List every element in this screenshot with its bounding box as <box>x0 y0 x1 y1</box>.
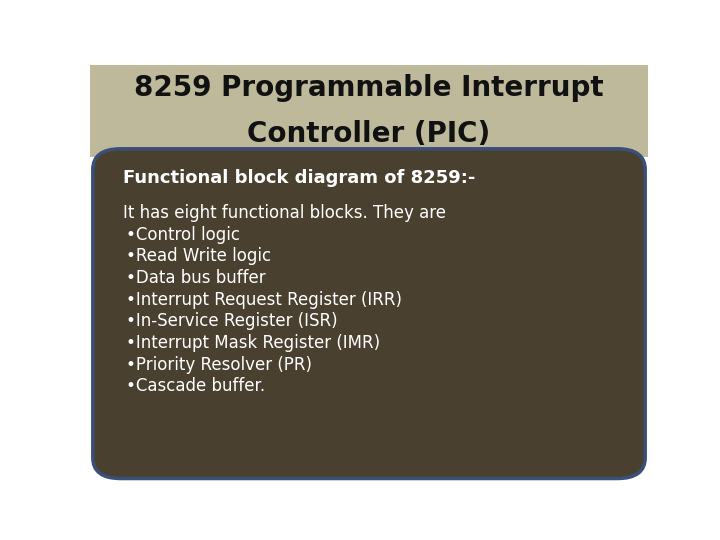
FancyBboxPatch shape <box>90 65 648 157</box>
Text: •Control logic: •Control logic <box>126 226 240 244</box>
Text: •Priority Resolver (PR): •Priority Resolver (PR) <box>126 356 312 374</box>
FancyBboxPatch shape <box>93 149 645 478</box>
Text: •Interrupt Mask Register (IMR): •Interrupt Mask Register (IMR) <box>126 334 380 352</box>
Text: Controller (PIC): Controller (PIC) <box>248 120 490 148</box>
Text: •Cascade buffer.: •Cascade buffer. <box>126 377 266 395</box>
Text: •Data bus buffer: •Data bus buffer <box>126 269 266 287</box>
Text: •Interrupt Request Register (IRR): •Interrupt Request Register (IRR) <box>126 291 402 309</box>
Text: It has eight functional blocks. They are: It has eight functional blocks. They are <box>124 204 446 222</box>
Text: •Read Write logic: •Read Write logic <box>126 247 271 266</box>
Text: 8259 Programmable Interrupt: 8259 Programmable Interrupt <box>134 74 604 102</box>
Text: •In-Service Register (ISR): •In-Service Register (ISR) <box>126 312 338 330</box>
Text: Functional block diagram of 8259:-: Functional block diagram of 8259:- <box>124 169 476 187</box>
